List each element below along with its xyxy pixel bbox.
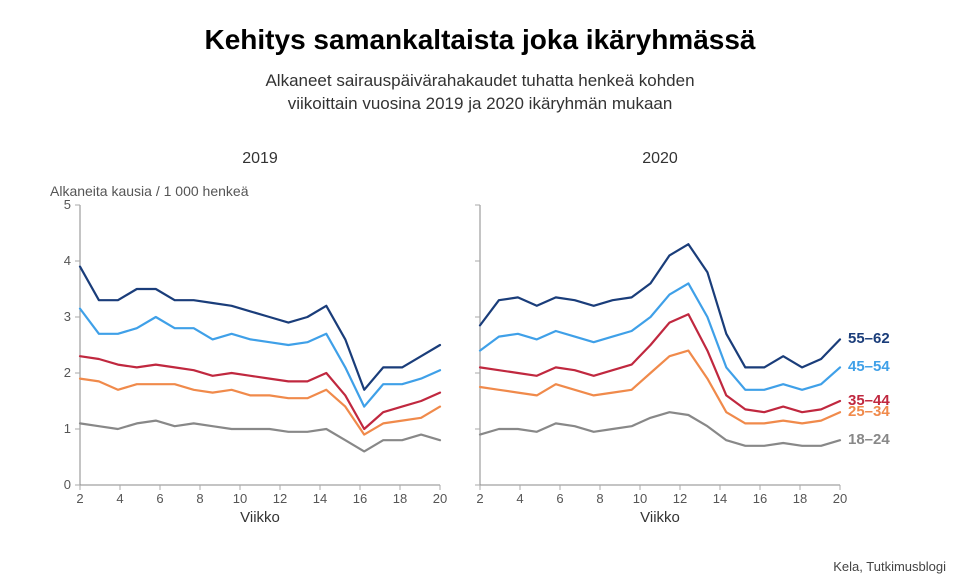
- svg-text:4: 4: [516, 491, 523, 506]
- svg-text:2: 2: [64, 365, 71, 380]
- svg-text:14: 14: [313, 491, 327, 506]
- svg-text:16: 16: [753, 491, 767, 506]
- series-line-25-34: [480, 351, 840, 424]
- panel-title: 2019: [80, 150, 440, 168]
- svg-text:10: 10: [633, 491, 647, 506]
- series-line-18-24: [480, 412, 840, 446]
- svg-text:16: 16: [353, 491, 367, 506]
- svg-text:1: 1: [64, 421, 71, 436]
- series-line-18-24: [80, 421, 440, 452]
- svg-text:10: 10: [233, 491, 247, 506]
- subtitle-line2: viikoittain vuosina 2019 ja 2020 ikäryhm…: [288, 94, 673, 113]
- series-line-45-54: [480, 283, 840, 389]
- svg-text:6: 6: [556, 491, 563, 506]
- y-axis-label: Alkaneita kausia / 1 000 henkeä: [50, 183, 248, 199]
- series-line-25-34: [80, 379, 440, 435]
- charts-container: 01234524681012141618202468101214161820Al…: [50, 150, 910, 530]
- chart-title: Kehitys samankaltaista joka ikäryhmässä: [0, 0, 960, 56]
- x-axis-label: Viikko: [480, 509, 840, 526]
- svg-text:3: 3: [64, 309, 71, 324]
- svg-text:4: 4: [64, 253, 71, 268]
- x-axis-label: Viikko: [80, 509, 440, 526]
- svg-text:18: 18: [393, 491, 407, 506]
- series-label-18-24: 18–24: [848, 431, 890, 448]
- svg-text:6: 6: [156, 491, 163, 506]
- source-attribution: Kela, Tutkimusblogi: [833, 559, 946, 574]
- svg-text:8: 8: [596, 491, 603, 506]
- panel-title: 2020: [480, 150, 840, 168]
- chart-svg: 01234524681012141618202468101214161820: [50, 150, 910, 530]
- svg-text:14: 14: [713, 491, 727, 506]
- svg-text:8: 8: [196, 491, 203, 506]
- svg-text:20: 20: [433, 491, 447, 506]
- svg-text:0: 0: [64, 477, 71, 492]
- series-label-25-34: 25–34: [848, 403, 890, 420]
- svg-text:20: 20: [833, 491, 847, 506]
- svg-text:18: 18: [793, 491, 807, 506]
- series-label-45-54: 45–54: [848, 358, 890, 375]
- series-label-55-62: 55–62: [848, 330, 890, 347]
- svg-text:4: 4: [116, 491, 123, 506]
- svg-text:12: 12: [273, 491, 287, 506]
- svg-text:2: 2: [76, 491, 83, 506]
- svg-text:5: 5: [64, 197, 71, 212]
- series-line-45-54: [80, 309, 440, 407]
- chart-subtitle: Alkaneet sairauspäivärahakaudet tuhatta …: [0, 70, 960, 116]
- svg-text:12: 12: [673, 491, 687, 506]
- svg-text:2: 2: [476, 491, 483, 506]
- subtitle-line1: Alkaneet sairauspäivärahakaudet tuhatta …: [265, 71, 694, 90]
